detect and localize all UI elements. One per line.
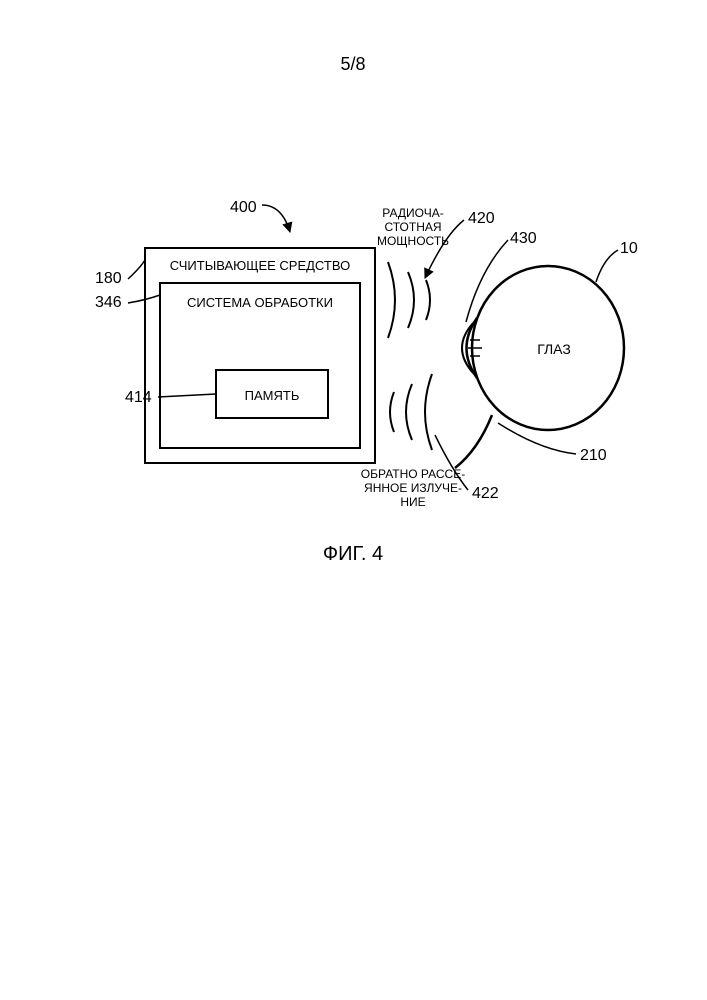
backscatter-line2: ЯННОЕ ИЗЛУЧЕ-	[364, 481, 462, 495]
ref-180-text: 180	[95, 270, 122, 287]
ref-430-text: 430	[510, 230, 537, 247]
processing-box: СИСТЕМА ОБРАБОТКИ	[160, 283, 360, 448]
ref-10-text: 10	[620, 240, 638, 257]
ref-400-text: 400	[230, 199, 257, 216]
processing-label: СИСТЕМА ОБРАБОТКИ	[187, 295, 333, 310]
rf-power-line2: СТОТНАЯ	[384, 220, 441, 234]
page-number: 5/8	[340, 54, 365, 74]
ref-430: 430	[466, 230, 537, 322]
ref-400: 400	[230, 199, 290, 232]
eye: ГЛАЗ	[455, 266, 624, 468]
reader-label: СЧИТЫВАЮЩЕЕ СРЕДСТВО	[170, 258, 350, 273]
ref-414: 414	[125, 389, 216, 406]
ref-422-text: 422	[472, 485, 499, 502]
ref-414-text: 414	[125, 389, 152, 406]
ref-420-text: 420	[468, 210, 495, 227]
figure-label: ФИГ. 4	[323, 543, 383, 565]
memory-box: ПАМЯТЬ	[216, 370, 328, 418]
backscatter-waves	[390, 374, 432, 450]
backscatter-line1: ОБРАТНО РАССЕ-	[361, 467, 465, 481]
rf-power-waves	[388, 262, 430, 338]
backscatter-label: ОБРАТНО РАССЕ- ЯННОЕ ИЗЛУЧЕ- НИЕ	[361, 467, 465, 509]
ref-180: 180	[95, 260, 145, 287]
reader-box: СЧИТЫВАЮЩЕЕ СРЕДСТВО	[145, 248, 375, 463]
rf-power-label: РАДИОЧА- СТОТНАЯ МОЩНОСТЬ	[377, 206, 449, 248]
ref-346-text: 346	[95, 294, 122, 311]
rf-power-line3: МОЩНОСТЬ	[377, 234, 449, 248]
ref-10: 10	[596, 240, 638, 282]
eye-label: ГЛАЗ	[537, 341, 571, 357]
rf-power-line1: РАДИОЧА-	[382, 206, 443, 220]
ref-346: 346	[95, 294, 160, 311]
memory-label: ПАМЯТЬ	[245, 388, 300, 403]
backscatter-line3: НИЕ	[400, 495, 425, 509]
ref-210-text: 210	[580, 447, 607, 464]
